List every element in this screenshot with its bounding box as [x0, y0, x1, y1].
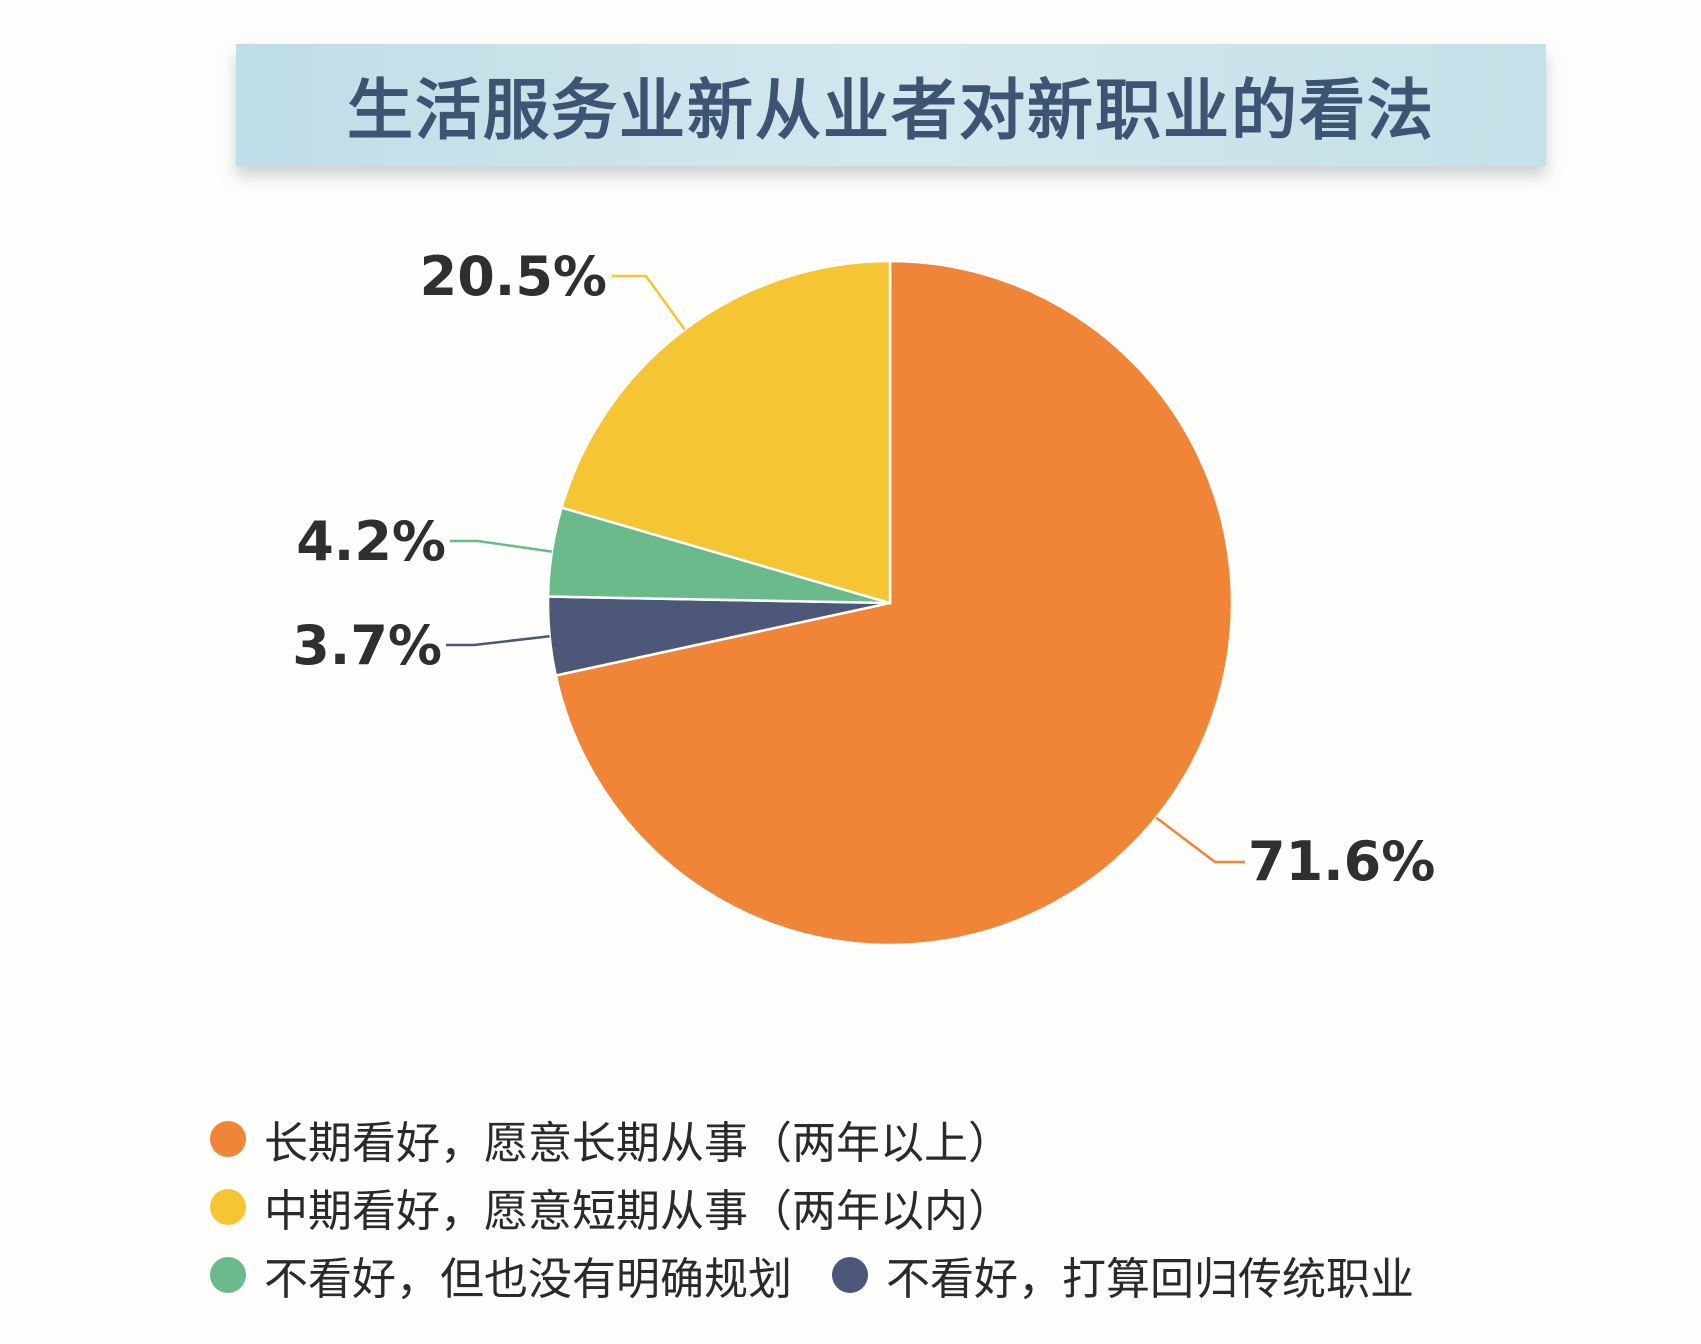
legend-row: 不看好，但也没有明确规划 不看好，打算回归传统职业: [210, 1241, 1670, 1309]
leader-line-mid-term: [612, 274, 686, 331]
legend: 长期看好，愿意长期从事（两年以上） 中期看好，愿意短期从事（两年以内） 不看好，但也…: [210, 1105, 1670, 1309]
legend-label: 不看好，打算回归传统职业: [886, 1254, 1414, 1305]
legend-swatch: [210, 1257, 246, 1293]
legend-label: 长期看好，愿意长期从事（两年以上）: [264, 1118, 1012, 1169]
legend-item-long-term: 长期看好，愿意长期从事（两年以上）: [210, 1107, 1012, 1171]
leader-line-no-plan: [450, 539, 553, 553]
data-label-long-term: 71.6%: [1248, 830, 1435, 893]
legend-label: 中期看好，愿意短期从事（两年以内）: [264, 1186, 1012, 1237]
pie-slice-mid-term: [560, 259, 892, 605]
legend-item-return-traditional: 不看好，打算回归传统职业: [832, 1243, 1414, 1307]
leader-line-return-traditional: [446, 635, 550, 647]
leader-line-long-term: [1155, 816, 1245, 864]
data-label-no-plan: 4.2%: [296, 510, 446, 573]
legend-row: 长期看好，愿意长期从事（两年以上）: [210, 1105, 1670, 1173]
legend-item-mid-term: 中期看好，愿意短期从事（两年以内）: [210, 1175, 1012, 1239]
legend-swatch: [210, 1189, 246, 1225]
legend-item-no-plan: 不看好，但也没有明确规划: [210, 1243, 792, 1307]
legend-swatch: [832, 1257, 868, 1293]
data-label-mid-term: 20.5%: [420, 245, 607, 308]
legend-label: 不看好，但也没有明确规划: [264, 1254, 792, 1305]
legend-row: 中期看好，愿意短期从事（两年以内）: [210, 1173, 1670, 1241]
chart-title: 生活服务业新从业者对新职业的看法: [347, 72, 1435, 149]
legend-swatch: [210, 1121, 246, 1157]
pie-slice-long-term: [554, 259, 1234, 947]
title-banner: 生活服务业新从业者对新职业的看法: [236, 44, 1546, 166]
data-label-return-traditional: 3.7%: [292, 614, 442, 677]
